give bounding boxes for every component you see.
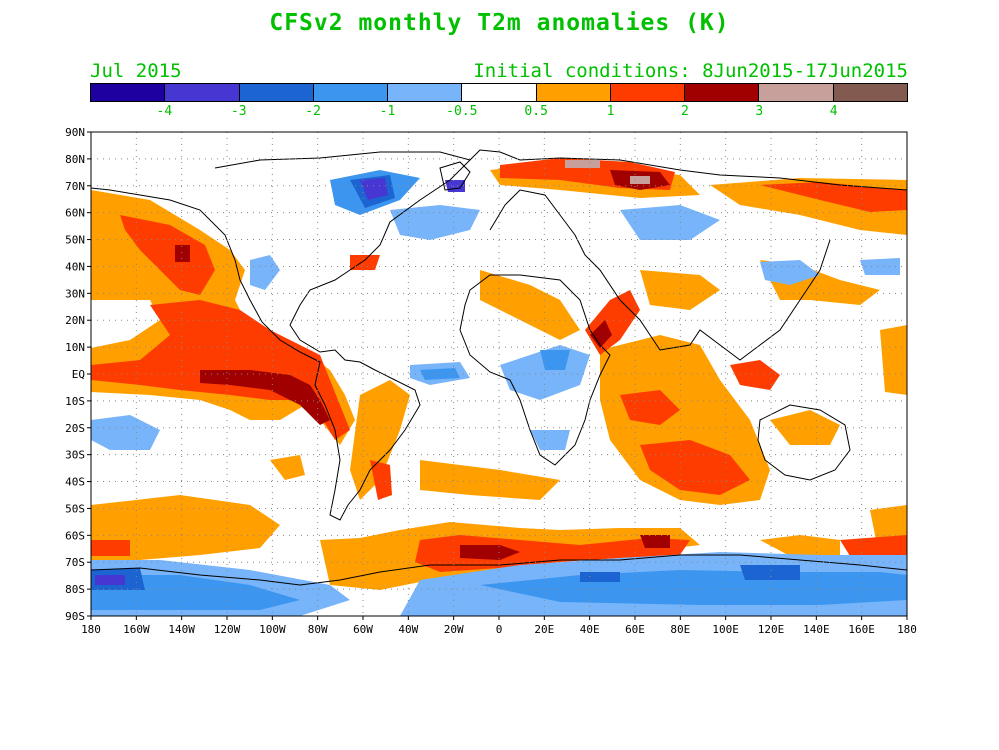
lat-label: 90N: [65, 126, 85, 139]
colorbar-tick-label: 0.5: [524, 104, 548, 119]
lat-label: 70N: [65, 180, 85, 193]
colorbar-swatch: [536, 84, 611, 101]
lon-label: 20W: [444, 623, 464, 636]
lat-label: 40N: [65, 260, 85, 273]
lat-label: 60S: [65, 529, 85, 542]
colorbar-legend: [90, 83, 908, 102]
lat-label: 70S: [65, 556, 85, 569]
lat-label: 50S: [65, 502, 85, 515]
lon-label: 80E: [670, 623, 690, 636]
lon-label: 40W: [398, 623, 418, 636]
graticule: [91, 132, 907, 616]
latitude-labels: 90N 80N 70N 60N 50N 40N 30N 20N 10N EQ 10S 20S 30S 40…: [65, 126, 85, 623]
colorbar-tick-label: 1: [606, 104, 615, 119]
colorbar-swatch: [313, 84, 389, 101]
lon-label: 140W: [168, 623, 195, 636]
valid-month-label: Jul 2015: [90, 60, 182, 82]
colorbar-swatch: [239, 84, 314, 101]
anomaly-range-3-4: [565, 160, 650, 184]
lat-label: 30N: [65, 287, 85, 300]
lon-label: 160E: [848, 623, 875, 636]
lon-label: 140E: [803, 623, 830, 636]
colorbar-swatch: [833, 84, 907, 101]
colorbar-tick-label: 4: [829, 104, 838, 119]
lon-label: 160W: [123, 623, 150, 636]
colorbar-tick-label: -2: [305, 104, 321, 119]
lon-label: 80W: [308, 623, 328, 636]
initial-conditions-label: Initial conditions: 8Jun2015-17Jun2015: [473, 60, 908, 82]
colorbar-swatch: [462, 84, 537, 101]
colorbar-tick-label: -4: [156, 104, 173, 119]
lat-label: 60N: [65, 207, 85, 220]
map-title: CFSv2 monthly T2m anomalies (K): [269, 10, 730, 36]
lon-label: 60E: [625, 623, 645, 636]
lat-label: 10S: [65, 395, 85, 408]
colorbar-swatch: [685, 84, 760, 101]
lon-label: 120W: [214, 623, 241, 636]
lon-label: 100W: [259, 623, 286, 636]
colorbar-swatch: [388, 84, 463, 101]
lat-label: 30S: [65, 449, 85, 462]
lon-label: 180: [81, 623, 101, 636]
colorbar-tick-label: -0.5: [446, 104, 478, 119]
colorbar-swatch: [165, 84, 240, 101]
lat-label: 50N: [65, 234, 85, 247]
coastlines: [91, 149, 907, 586]
lon-label: 40E: [580, 623, 600, 636]
anomaly-range-2-3: [175, 170, 670, 560]
axis-ticks: [87, 131, 908, 620]
lat-label: EQ: [72, 368, 85, 381]
colorbar-swatch: [759, 84, 834, 101]
lat-label: 20N: [65, 314, 85, 327]
lat-label: 80N: [65, 153, 85, 166]
lat-label: 10N: [65, 341, 85, 354]
lat-label: 20S: [65, 422, 85, 435]
lat-label: 80S: [65, 583, 85, 596]
colorbar-tick-label: 2: [680, 104, 689, 119]
colorbar-tick-label: -3: [230, 104, 247, 119]
colorbar-tick-label: -1: [379, 104, 396, 119]
colorbar-tick-label: 3: [755, 104, 764, 119]
longitude-labels: 180 160W 140W 120W 100W 80W 60W 40W 20W 0 20E 40E 60…: [81, 623, 917, 636]
lon-label: 60W: [353, 623, 373, 636]
colorbar-swatch: [91, 84, 166, 101]
lon-label: 100E: [712, 623, 739, 636]
lat-label: 90S: [65, 610, 85, 623]
anomaly-range-minus4-minus3: [95, 178, 465, 585]
colorbar-swatch: [610, 84, 686, 101]
lon-label: 180: [897, 623, 917, 636]
lat-label: 40S: [65, 476, 85, 489]
lon-label: 20E: [534, 623, 554, 636]
lon-label: 120E: [758, 623, 785, 636]
lon-label: 0: [496, 623, 503, 636]
